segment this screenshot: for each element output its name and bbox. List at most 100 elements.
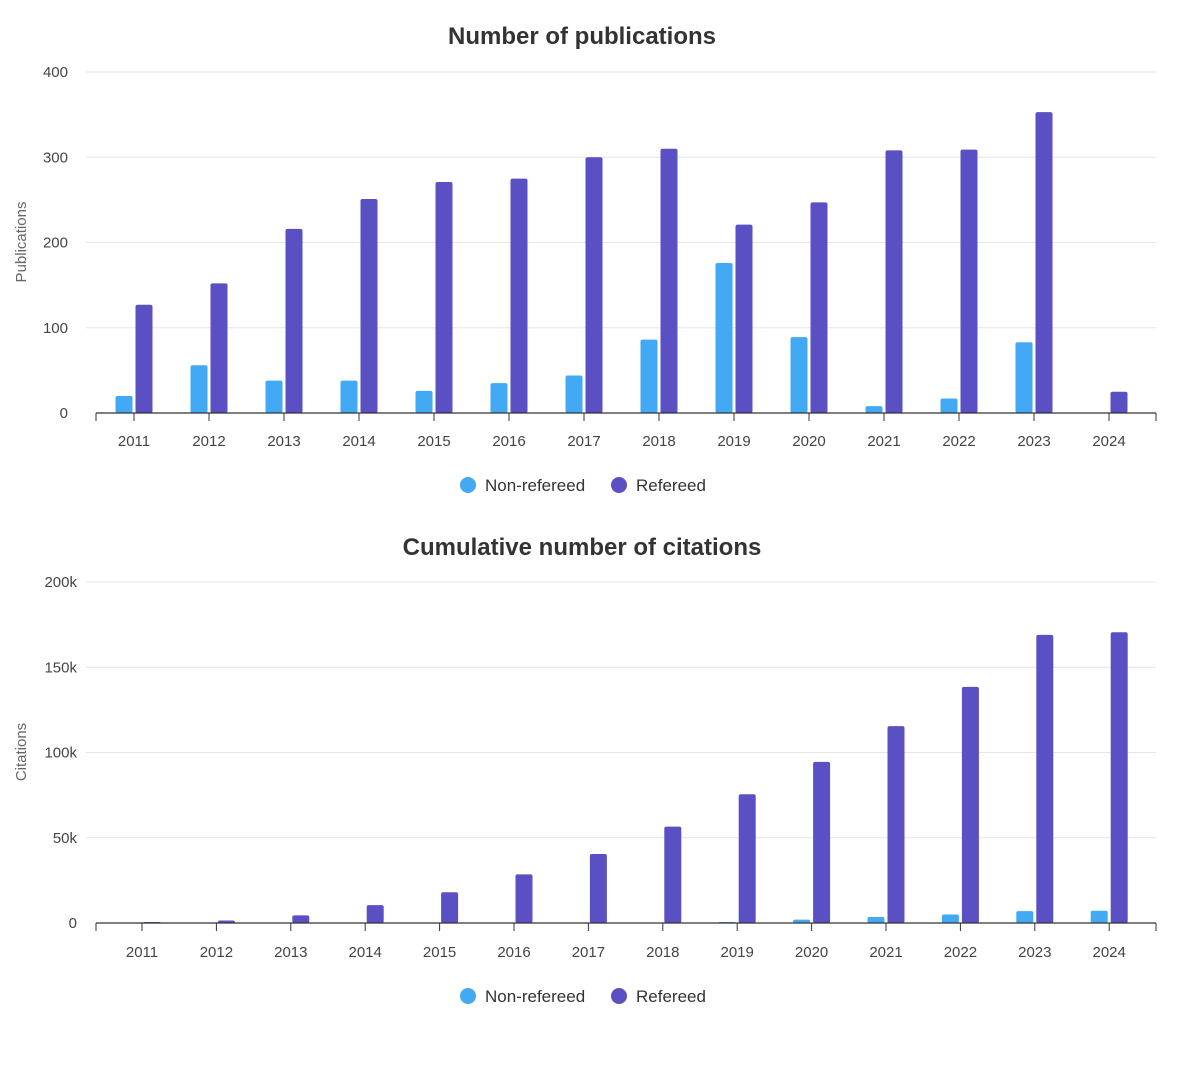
bar-refereed-2021[interactable] [887, 726, 905, 923]
y-tick-label: 200 [43, 235, 68, 252]
chart-1-bars [115, 112, 1128, 413]
bar-refereed-2024[interactable] [1110, 632, 1128, 923]
chart-2-x-ticks: 2011 2012 2013 2014 2015 2016 2017 2018 2019 2020… [95, 923, 1157, 961]
x-tick-label: 2016 [497, 944, 530, 961]
bar-non-refereed-2011[interactable] [115, 395, 133, 413]
y-tick-label: 100 [43, 320, 68, 337]
bar-non-refereed-2023[interactable] [1015, 342, 1033, 413]
bar-refereed-2018[interactable] [660, 148, 678, 413]
x-tick-label: 2011 [118, 433, 150, 450]
x-tick-label: 2013 [274, 944, 307, 961]
x-tick-label: 2021 [869, 944, 902, 961]
y-tick-label: 50k [53, 830, 78, 847]
bar-non-refereed-2016[interactable] [490, 383, 508, 413]
bar-non-refereed-2024[interactable] [1090, 910, 1108, 923]
x-tick-label: 2014 [349, 944, 382, 961]
bar-non-refereed-2021[interactable] [867, 917, 885, 923]
bar-refereed-2016[interactable] [515, 874, 533, 923]
x-tick-label: 2020 [792, 433, 825, 450]
chart-1-title: Number of publications [448, 23, 716, 50]
y-tick-label: 400 [43, 64, 68, 81]
chart-2-y-ticks: 0 50k 100k 150k 200k [44, 574, 77, 932]
x-tick-label: 2017 [567, 433, 600, 450]
x-tick-label: 2012 [200, 944, 233, 961]
legend-marker-refereed [611, 988, 627, 1004]
chart-citations: Cumulative number of citations Citations… [13, 534, 1157, 1006]
x-tick-label: 2019 [721, 944, 754, 961]
legend-marker-refereed [611, 477, 627, 493]
bar-refereed-2020[interactable] [810, 202, 828, 413]
bar-non-refereed-2013[interactable] [265, 380, 283, 413]
y-tick-label: 300 [43, 149, 68, 166]
y-tick-label: 0 [60, 405, 68, 422]
bar-refereed-2012[interactable] [210, 283, 228, 413]
bar-refereed-2022[interactable] [960, 149, 978, 413]
legend-label-refereed: Refereed [636, 476, 706, 495]
bar-refereed-2019[interactable] [735, 224, 753, 413]
bar-refereed-2020[interactable] [813, 761, 831, 923]
x-tick-label: 2018 [646, 944, 679, 961]
bar-refereed-2023[interactable] [1036, 634, 1054, 923]
chart-2-bars [143, 632, 1128, 923]
bar-non-refereed-2014[interactable] [340, 380, 358, 413]
chart-1-legend: Non-refereed Refereed [460, 476, 706, 495]
bar-refereed-2011[interactable] [135, 304, 153, 413]
x-tick-label: 2012 [192, 433, 225, 450]
bar-refereed-2013[interactable] [285, 228, 303, 413]
bar-refereed-2018[interactable] [664, 826, 682, 923]
bar-refereed-2022[interactable] [961, 686, 979, 923]
bar-refereed-2019[interactable] [738, 794, 756, 923]
bar-refereed-2017[interactable] [585, 157, 603, 413]
bar-non-refereed-2021[interactable] [865, 406, 883, 413]
y-tick-label: 0 [69, 915, 77, 932]
x-tick-label: 2017 [572, 944, 605, 961]
bar-non-refereed-2018[interactable] [640, 339, 658, 413]
bar-non-refereed-2012[interactable] [190, 365, 208, 413]
bar-refereed-2012[interactable] [217, 920, 235, 923]
bar-non-refereed-2020[interactable] [790, 337, 808, 413]
x-tick-label: 2024 [1092, 433, 1125, 450]
chart-1-x-ticks: 2011 2012 2013 2014 2015 2016 2017 2018 2019 2020… [95, 413, 1157, 450]
bar-non-refereed-2019[interactable] [715, 262, 733, 413]
chart-2-legend: Non-refereed Refereed [460, 987, 706, 1006]
legend-label-non-refereed: Non-refereed [485, 476, 585, 495]
bar-non-refereed-2023[interactable] [1016, 911, 1034, 923]
legend-item-refereed[interactable]: Refereed [611, 476, 706, 495]
bar-refereed-2021[interactable] [885, 150, 903, 413]
bar-refereed-2013[interactable] [292, 915, 310, 923]
x-tick-label: 2018 [642, 433, 675, 450]
x-tick-label: 2022 [944, 944, 977, 961]
bar-non-refereed-2020[interactable] [793, 919, 811, 923]
bar-refereed-2023[interactable] [1035, 112, 1053, 413]
y-tick-label: 100k [44, 745, 77, 762]
bar-non-refereed-2022[interactable] [941, 914, 959, 923]
x-tick-label: 2015 [423, 944, 456, 961]
bar-refereed-2015[interactable] [441, 892, 459, 923]
x-tick-label: 2011 [126, 944, 158, 961]
bar-non-refereed-2022[interactable] [940, 398, 958, 413]
legend-label-refereed: Refereed [636, 987, 706, 1006]
chart-2-title: Cumulative number of citations [403, 534, 762, 561]
legend-item-non-refereed[interactable]: Non-refereed [460, 476, 585, 495]
bar-refereed-2016[interactable] [510, 178, 528, 413]
bar-refereed-2014[interactable] [366, 905, 384, 923]
chart-1-y-ticks: 0 100 200 300 400 [43, 64, 68, 422]
x-tick-label: 2013 [267, 433, 300, 450]
x-tick-label: 2023 [1017, 433, 1050, 450]
bar-refereed-2014[interactable] [360, 199, 378, 413]
x-tick-label: 2021 [867, 433, 900, 450]
legend-item-non-refereed[interactable]: Non-refereed [460, 987, 585, 1006]
bar-refereed-2015[interactable] [435, 181, 453, 413]
legend-label-non-refereed: Non-refereed [485, 987, 585, 1006]
chart-1-y-axis-label: Publications [13, 202, 30, 283]
bar-refereed-2024[interactable] [1110, 391, 1128, 413]
x-tick-label: 2023 [1018, 944, 1051, 961]
bar-refereed-2017[interactable] [589, 853, 607, 923]
bar-non-refereed-2015[interactable] [415, 390, 433, 413]
bar-non-refereed-2017[interactable] [565, 375, 583, 413]
x-tick-label: 2019 [717, 433, 750, 450]
legend-item-refereed[interactable]: Refereed [611, 987, 706, 1006]
x-tick-label: 2016 [492, 433, 525, 450]
legend-marker-non-refereed [460, 988, 476, 1004]
